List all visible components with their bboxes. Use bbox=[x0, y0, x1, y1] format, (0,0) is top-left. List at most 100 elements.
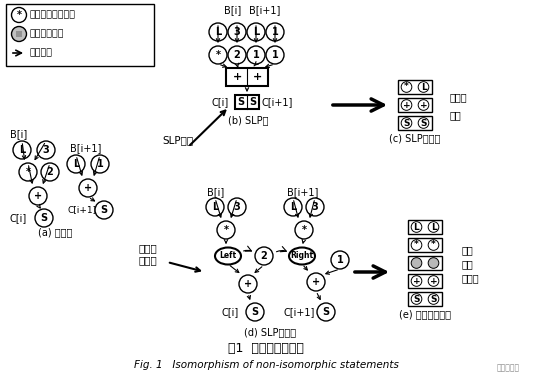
Circle shape bbox=[247, 23, 265, 41]
Text: *: * bbox=[414, 240, 419, 249]
Text: 2: 2 bbox=[261, 251, 268, 261]
Text: 图1  同构化异构语句: 图1 同构化异构语句 bbox=[228, 341, 304, 355]
Circle shape bbox=[18, 33, 20, 35]
Circle shape bbox=[228, 198, 246, 216]
Text: +: + bbox=[413, 276, 421, 285]
Text: 化算法: 化算法 bbox=[139, 255, 157, 265]
Text: 的指令: 的指令 bbox=[462, 273, 480, 283]
Text: B[i+1]: B[i+1] bbox=[70, 143, 101, 153]
Circle shape bbox=[255, 247, 273, 265]
Text: +: + bbox=[84, 183, 92, 193]
Circle shape bbox=[428, 258, 439, 268]
Circle shape bbox=[401, 82, 412, 92]
Circle shape bbox=[411, 276, 422, 286]
Text: (a) 依赖图: (a) 依赖图 bbox=[38, 227, 72, 237]
Circle shape bbox=[19, 163, 37, 181]
Circle shape bbox=[12, 8, 27, 23]
Text: 3: 3 bbox=[43, 145, 50, 155]
Text: S: S bbox=[322, 307, 329, 317]
Circle shape bbox=[67, 155, 85, 173]
Text: 1: 1 bbox=[337, 255, 343, 265]
Circle shape bbox=[18, 35, 20, 37]
Circle shape bbox=[16, 31, 18, 33]
Text: *: * bbox=[215, 50, 221, 60]
Text: (d) SLP补充图: (d) SLP补充图 bbox=[244, 327, 296, 337]
Circle shape bbox=[228, 46, 246, 64]
Text: 选择指令节点: 选择指令节点 bbox=[30, 29, 64, 39]
Text: (c) SLP指令组: (c) SLP指令组 bbox=[389, 133, 441, 143]
Text: C[i]: C[i] bbox=[10, 213, 27, 223]
Text: +: + bbox=[419, 101, 427, 110]
Text: L: L bbox=[73, 159, 79, 169]
Text: C[i]: C[i] bbox=[212, 97, 229, 107]
Text: S: S bbox=[237, 97, 245, 107]
Circle shape bbox=[91, 155, 109, 173]
Text: C[i+1]: C[i+1] bbox=[68, 206, 97, 214]
Circle shape bbox=[79, 179, 97, 197]
Circle shape bbox=[411, 294, 422, 304]
Text: 化后: 化后 bbox=[462, 259, 474, 269]
Circle shape bbox=[20, 33, 22, 35]
Circle shape bbox=[228, 23, 246, 41]
Text: *: * bbox=[404, 82, 409, 91]
FancyBboxPatch shape bbox=[398, 98, 432, 112]
Circle shape bbox=[317, 303, 335, 321]
Circle shape bbox=[411, 240, 422, 250]
Circle shape bbox=[428, 276, 439, 286]
Circle shape bbox=[306, 198, 324, 216]
Ellipse shape bbox=[289, 248, 315, 265]
Circle shape bbox=[411, 258, 422, 268]
Text: 1: 1 bbox=[272, 50, 278, 60]
Circle shape bbox=[401, 100, 412, 110]
Circle shape bbox=[209, 23, 227, 41]
Circle shape bbox=[428, 240, 439, 250]
Text: 2: 2 bbox=[233, 50, 240, 60]
Circle shape bbox=[401, 118, 412, 128]
Circle shape bbox=[13, 141, 31, 159]
Circle shape bbox=[20, 35, 22, 37]
Text: B[i]: B[i] bbox=[207, 187, 224, 197]
Text: Left: Left bbox=[220, 251, 237, 260]
Text: 3: 3 bbox=[312, 202, 318, 212]
Text: 同构: 同构 bbox=[462, 245, 474, 255]
Text: *: * bbox=[431, 240, 436, 249]
Text: 非同构: 非同构 bbox=[450, 92, 467, 102]
Circle shape bbox=[295, 221, 313, 239]
Circle shape bbox=[418, 82, 429, 92]
FancyBboxPatch shape bbox=[235, 95, 259, 109]
Circle shape bbox=[95, 201, 113, 219]
Text: L: L bbox=[431, 223, 437, 231]
Circle shape bbox=[247, 46, 265, 64]
Circle shape bbox=[266, 23, 284, 41]
Text: SLP算法: SLP算法 bbox=[163, 135, 193, 145]
Text: +: + bbox=[403, 101, 410, 110]
Text: B[i+1]: B[i+1] bbox=[287, 187, 318, 197]
Circle shape bbox=[16, 35, 18, 37]
Text: 1: 1 bbox=[272, 27, 278, 37]
Circle shape bbox=[411, 222, 422, 232]
Text: C[i+1]: C[i+1] bbox=[284, 307, 316, 317]
FancyBboxPatch shape bbox=[408, 220, 442, 234]
Text: L: L bbox=[421, 82, 426, 91]
Text: L: L bbox=[212, 202, 218, 212]
Text: +: + bbox=[232, 72, 241, 82]
Circle shape bbox=[16, 33, 18, 35]
Circle shape bbox=[217, 221, 235, 239]
Text: S: S bbox=[403, 118, 410, 127]
Text: *: * bbox=[26, 167, 30, 177]
Text: 指令节点或者常量: 指令节点或者常量 bbox=[30, 11, 76, 20]
Text: S: S bbox=[249, 97, 256, 107]
Text: 1: 1 bbox=[96, 159, 103, 169]
Circle shape bbox=[37, 141, 55, 159]
Text: C[i]: C[i] bbox=[222, 307, 239, 317]
Circle shape bbox=[266, 46, 284, 64]
Text: *: * bbox=[302, 225, 306, 235]
Text: *: * bbox=[17, 10, 21, 20]
Text: L: L bbox=[414, 223, 419, 231]
Text: +: + bbox=[430, 276, 437, 285]
Text: B[i]: B[i] bbox=[10, 129, 27, 139]
Circle shape bbox=[35, 209, 53, 227]
Text: L: L bbox=[290, 202, 296, 212]
Circle shape bbox=[284, 198, 302, 216]
Circle shape bbox=[209, 46, 227, 64]
